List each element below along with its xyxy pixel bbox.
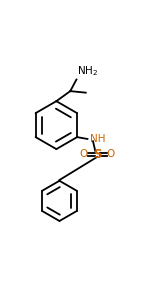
Text: S: S xyxy=(93,148,101,161)
Text: NH$_2$: NH$_2$ xyxy=(77,65,98,78)
Text: O: O xyxy=(80,149,88,159)
Text: NH: NH xyxy=(90,134,106,145)
Text: O: O xyxy=(107,149,115,159)
